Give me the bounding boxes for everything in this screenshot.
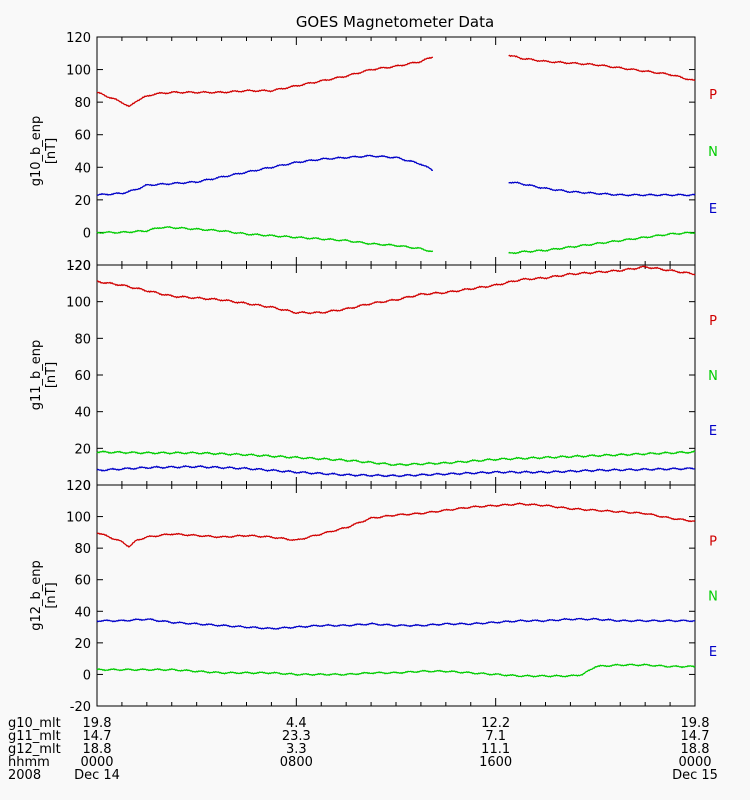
chart-title: GOES Magnetometer Data xyxy=(296,13,494,31)
y-axis-label: g12_b_enp xyxy=(29,560,44,631)
footer-value: 4.4 xyxy=(285,716,307,731)
legend-N: N xyxy=(708,369,718,384)
y-tick-label: 60 xyxy=(74,574,91,589)
series-line-N xyxy=(96,663,696,678)
legend-P: P xyxy=(709,314,717,329)
footer-value: 0800 xyxy=(279,755,313,770)
y-tick-label: 120 xyxy=(66,479,91,494)
footer-value: 0000 xyxy=(678,755,712,770)
footer-row-label: 2008 xyxy=(8,768,42,783)
y-tick-label: 80 xyxy=(74,332,91,347)
footer-value: 11.1 xyxy=(481,742,511,757)
footer-value: 18.8 xyxy=(680,742,710,757)
series-line-P xyxy=(508,54,696,82)
footer-value: 3.3 xyxy=(285,742,307,757)
series-line-E xyxy=(508,181,696,197)
panel-3: -20 0 20 40 60 80 100 120 g12_b_enp [nT] P N E xyxy=(29,479,718,715)
footer-value: Dec 14 xyxy=(74,768,120,783)
y-tick-label: 80 xyxy=(74,542,91,557)
footer-row-label: g10_mlt xyxy=(8,716,61,731)
legend-E: E xyxy=(709,202,717,217)
legend-N: N xyxy=(708,145,718,160)
y-axis-unit: [nT] xyxy=(44,362,59,388)
y-tick-label: 100 xyxy=(66,64,91,79)
y-axis-label: g10_b_enp xyxy=(29,116,44,187)
y-tick-label: 0 xyxy=(83,668,91,683)
y-axis-unit: [nT] xyxy=(44,138,59,164)
footer-value: 23.3 xyxy=(281,729,311,744)
panel-1: -20 0 20 40 60 80 100 120 g10_b_enp [nT] P N E xyxy=(29,31,718,274)
series-line-E xyxy=(96,154,433,196)
legend-E: E xyxy=(709,645,717,660)
y-tick-label: 20 xyxy=(74,194,91,209)
footer-row-label: g12_mlt xyxy=(8,742,61,757)
y-tick-label: 40 xyxy=(74,406,91,421)
series-line-E xyxy=(96,617,696,630)
footer-value: 14.7 xyxy=(680,729,710,744)
legend-P: P xyxy=(709,534,717,549)
panel-frame xyxy=(96,36,696,266)
legend-N: N xyxy=(708,590,718,605)
footer-value: 12.2 xyxy=(481,716,511,731)
y-tick-label: 0 xyxy=(83,479,91,494)
y-tick-label: 80 xyxy=(74,96,91,111)
panel-frame xyxy=(96,264,696,486)
series-line-N xyxy=(96,450,696,467)
panel-2: 0 20 40 60 80 100 120 g11_b_enp [nT] P N E xyxy=(29,259,718,494)
y-tick-label: 20 xyxy=(74,442,91,457)
y-tick-label: 0 xyxy=(83,226,91,241)
series-line-P xyxy=(96,265,696,315)
series-line-N xyxy=(96,225,434,253)
series-line-N xyxy=(508,231,696,255)
y-tick-label: -20 xyxy=(70,259,91,274)
footer-value: Dec 15 xyxy=(672,768,718,783)
y-tick-label: 60 xyxy=(74,369,91,384)
y-axis-unit: [nT] xyxy=(44,582,59,608)
footer-row-label: g11_mlt xyxy=(8,729,61,744)
y-tick-label: 120 xyxy=(66,31,91,46)
y-tick-label: 40 xyxy=(74,605,91,620)
legend-P: P xyxy=(709,88,717,103)
footer-row-label: hhmm xyxy=(8,755,50,770)
footer-value: 0000 xyxy=(80,755,114,770)
y-tick-label: 100 xyxy=(66,296,91,311)
footer-value: 7.1 xyxy=(485,729,506,744)
footer-value: 14.7 xyxy=(82,729,112,744)
footer-value: 18.8 xyxy=(82,742,112,757)
y-axis-label: g11_b_enp xyxy=(29,340,44,411)
y-tick-label: 60 xyxy=(74,129,91,144)
y-tick-label: 40 xyxy=(74,161,91,176)
footer-value: 1600 xyxy=(479,755,513,770)
legend-E: E xyxy=(709,424,717,439)
series-line-P xyxy=(96,502,696,548)
y-tick-label: -20 xyxy=(70,700,91,715)
y-tick-label: 100 xyxy=(66,511,91,526)
series-line-E xyxy=(96,464,695,478)
y-tick-label: 20 xyxy=(74,637,91,652)
series-line-P xyxy=(96,56,433,108)
footer-value: 19.8 xyxy=(680,716,710,731)
y-tick-label: 120 xyxy=(66,259,91,274)
footer-value: 19.8 xyxy=(82,716,112,731)
